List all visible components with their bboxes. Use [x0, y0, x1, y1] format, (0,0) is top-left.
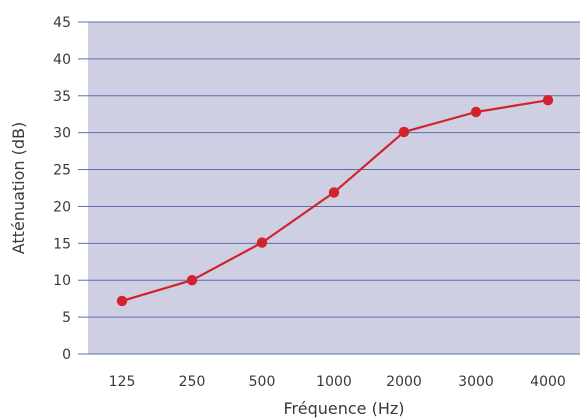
data-point	[398, 126, 410, 138]
data-point	[542, 95, 554, 106]
y-tick-label: 20	[53, 199, 71, 215]
x-tick-label: 500	[249, 374, 276, 390]
data-point	[116, 295, 128, 307]
x-tick-label: 1000	[316, 374, 352, 390]
y-tick-label: 40	[53, 52, 71, 68]
series-group	[116, 95, 554, 307]
y-grid-lines	[78, 21, 580, 355]
x-tick-label: 3000	[458, 374, 494, 390]
data-point	[328, 187, 340, 198]
y-tick-label: 35	[53, 89, 71, 105]
y-tick-label: 10	[53, 273, 71, 289]
x-tick-labels: 125 250 500 1000 2000 3000 4000	[109, 374, 566, 390]
y-tick-label: 15	[53, 236, 71, 252]
y-axis-title: Atténuation (dB)	[9, 122, 28, 255]
x-tick-label: 4000	[530, 374, 566, 390]
y-tick-labels: 0 5 10 15 20 25 30 35 40 45	[53, 15, 71, 363]
y-tick-label: 25	[53, 163, 71, 179]
y-tick-label: 5	[62, 310, 71, 326]
x-tick-label: 2000	[386, 374, 422, 390]
y-tick-label: 0	[62, 347, 71, 363]
x-tick-label: 125	[109, 374, 136, 390]
x-axis-title: Fréquence (Hz)	[283, 399, 404, 418]
data-point	[186, 275, 198, 286]
x-tick-label: 250	[179, 374, 206, 390]
data-point	[256, 237, 268, 248]
data-point	[470, 106, 482, 118]
y-tick-label: 45	[53, 15, 71, 31]
y-tick-label: 30	[53, 126, 71, 142]
